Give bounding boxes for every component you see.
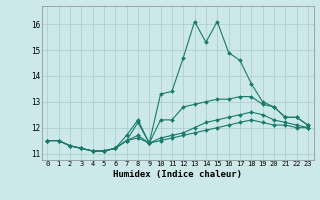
X-axis label: Humidex (Indice chaleur): Humidex (Indice chaleur) [113,170,242,179]
